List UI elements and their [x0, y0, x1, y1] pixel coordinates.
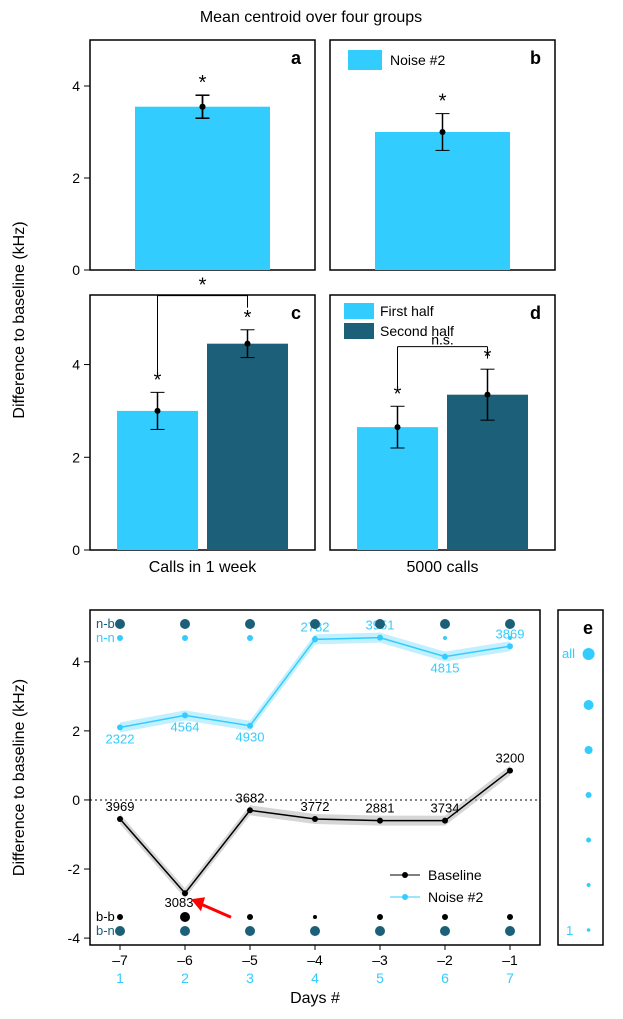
baseline-count: 3682 [236, 790, 265, 805]
ylabel-top: Difference to baseline (kHz) [11, 221, 28, 418]
mini-dot [585, 746, 593, 754]
panel-d-label: d [530, 303, 541, 323]
sig-dot [245, 926, 255, 936]
sig-dot [375, 619, 385, 629]
sig-dot [245, 619, 255, 629]
mini-dot [587, 883, 591, 887]
svg-text:6: 6 [441, 970, 449, 986]
sig-dot [180, 926, 190, 936]
sig-dot [313, 915, 317, 919]
svg-text:4: 4 [72, 357, 80, 373]
svg-text:-2: -2 [68, 861, 81, 877]
noise-count: 2322 [106, 731, 135, 746]
svg-text:4: 4 [311, 970, 319, 986]
mini-dot [587, 928, 591, 932]
sig-dot [117, 635, 123, 641]
svg-text:5: 5 [376, 970, 384, 986]
svg-text:2: 2 [72, 723, 80, 739]
panel-e-label: e [583, 618, 593, 638]
svg-text:–7: –7 [112, 952, 128, 968]
figure: Mean centroid over four groups Difference… [0, 0, 623, 1019]
sig-dot [508, 636, 512, 640]
svg-text:–4: –4 [307, 952, 323, 968]
svg-text:1: 1 [116, 970, 124, 986]
ylabel-e: Difference to baseline (kHz) [11, 679, 28, 876]
sig-dot [310, 926, 320, 936]
svg-text:4: 4 [72, 78, 80, 94]
xlabel-calls-week: Calls in 1 week [149, 559, 258, 576]
panel-c-label: c [291, 303, 301, 323]
svg-text:*: * [199, 275, 207, 297]
mini-1: 1 [566, 923, 573, 938]
sig-dot [505, 926, 515, 936]
svg-text:7: 7 [506, 970, 514, 986]
sig-dot [180, 912, 190, 922]
panel-b-label: b [530, 48, 541, 68]
svg-text:3: 3 [246, 970, 254, 986]
svg-text:*: * [199, 72, 207, 94]
sig-dot [115, 926, 125, 936]
baseline-count: 3734 [431, 801, 460, 816]
svg-text:0: 0 [72, 262, 80, 278]
sig-dot [247, 914, 253, 920]
sig-dot [247, 635, 253, 641]
svg-text:-4: -4 [68, 930, 81, 946]
svg-text:4: 4 [72, 654, 80, 670]
svg-text:0: 0 [72, 542, 80, 558]
baseline-count: 3969 [106, 799, 135, 814]
row-bb: b-b [96, 909, 115, 924]
row-nn: n-n [96, 630, 115, 645]
baseline-count: 2881 [366, 801, 395, 816]
noise-count: 4815 [431, 661, 460, 676]
sig-dot [115, 619, 125, 629]
xlabel-days: Days # [290, 990, 340, 1007]
sig-dot [377, 914, 383, 920]
mini-all: all [562, 646, 575, 661]
legend-baseline: Baseline [428, 867, 482, 883]
mini-dot [586, 792, 592, 798]
sig-dot [310, 619, 320, 629]
svg-text:*: * [439, 91, 447, 113]
svg-text:2: 2 [72, 170, 80, 186]
sig-dot [443, 636, 447, 640]
noise-count: 4564 [171, 719, 200, 734]
sig-dot [442, 914, 448, 920]
sig-dot [440, 926, 450, 936]
sig-dot [117, 914, 123, 920]
row-nb: n-b [96, 616, 115, 631]
xlabel-5000-calls: 5000 calls [406, 559, 478, 576]
noise-count: 4930 [236, 730, 265, 745]
sig-dot [182, 635, 188, 641]
row-bn: b-n [96, 923, 115, 938]
svg-text:–1: –1 [502, 952, 518, 968]
svg-text:2: 2 [181, 970, 189, 986]
sig-dot [180, 619, 190, 629]
svg-text:–3: –3 [372, 952, 388, 968]
svg-text:n.s.: n.s. [431, 332, 454, 348]
mini-dot [584, 700, 594, 710]
sig-dot [505, 619, 515, 629]
baseline-count: 3200 [496, 751, 525, 766]
svg-text:*: * [244, 307, 252, 329]
sig-dot [507, 914, 513, 920]
sig-dot [378, 636, 382, 640]
sig-dot [313, 636, 317, 640]
baseline-count: 3083 [165, 895, 194, 910]
panel-a-label: a [291, 48, 302, 68]
legend-noise2: Noise #2 [390, 52, 445, 68]
legend-first-half: First half [380, 303, 434, 319]
sig-dot [375, 926, 385, 936]
svg-text:–6: –6 [177, 952, 193, 968]
svg-text:–2: –2 [437, 952, 453, 968]
sig-dot [440, 619, 450, 629]
figure-title: Mean centroid over four groups [200, 9, 422, 26]
baseline-count: 3772 [301, 799, 330, 814]
legend-noise2-line: Noise #2 [428, 889, 483, 905]
svg-text:2: 2 [72, 449, 80, 465]
svg-text:0: 0 [72, 792, 80, 808]
svg-text:–5: –5 [242, 952, 258, 968]
mini-dot [586, 838, 591, 843]
